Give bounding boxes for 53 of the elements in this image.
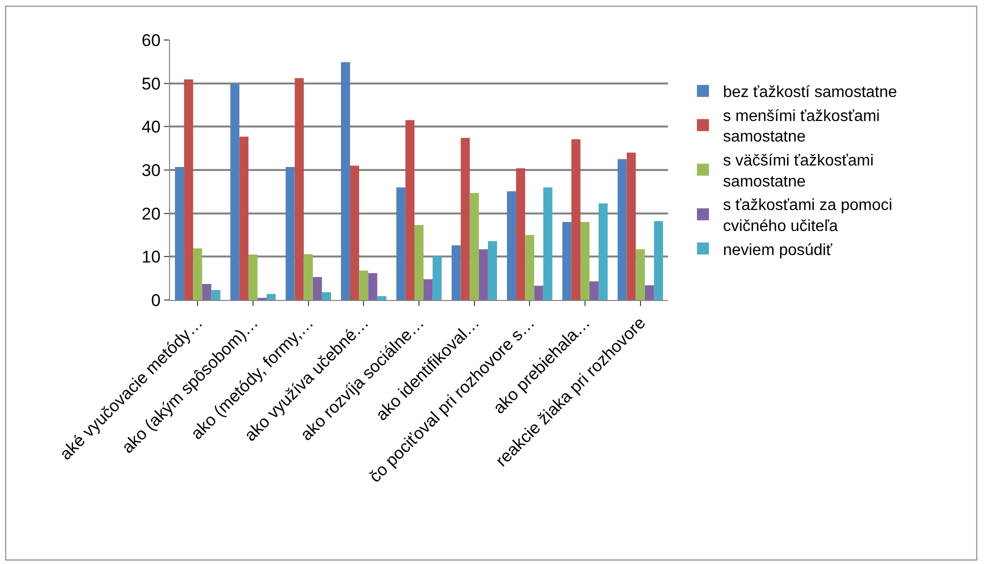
bar — [470, 192, 479, 300]
bar — [478, 249, 488, 300]
bar — [636, 249, 645, 300]
bar — [312, 277, 322, 300]
y-tick-label: 40 — [142, 118, 161, 137]
bar — [580, 222, 590, 300]
bar — [626, 152, 636, 300]
bar — [571, 139, 580, 300]
bar — [266, 294, 276, 300]
bar — [211, 290, 220, 300]
y-tick-label: 30 — [142, 160, 161, 180]
y-tick-label: 10 — [142, 248, 161, 267]
bar — [488, 241, 498, 300]
bar — [174, 166, 184, 300]
bar — [598, 203, 608, 300]
legend-label: neviem posúdiť — [722, 242, 834, 259]
bar — [534, 286, 544, 300]
bar — [506, 191, 516, 300]
bar — [368, 273, 378, 300]
bar — [184, 79, 194, 300]
bar — [452, 245, 461, 300]
bar — [294, 78, 304, 300]
bar — [414, 225, 424, 300]
bar — [286, 166, 295, 300]
bar — [424, 279, 433, 300]
y-tick-label: 20 — [142, 204, 161, 224]
bar — [644, 285, 654, 300]
bar — [525, 235, 534, 300]
bar — [654, 221, 664, 300]
bar — [239, 136, 248, 300]
y-tick-label: 50 — [142, 74, 161, 94]
bar — [377, 296, 386, 300]
bar — [248, 254, 258, 300]
bar — [460, 138, 470, 300]
bar — [543, 187, 552, 300]
bar — [618, 159, 627, 300]
bar — [304, 254, 313, 300]
legend-label: bez ťažkostí samostatne — [722, 84, 898, 102]
bar — [562, 222, 572, 300]
bar — [350, 166, 360, 300]
bar — [396, 187, 406, 300]
bar — [432, 256, 442, 300]
bar — [516, 168, 526, 300]
bar — [359, 270, 368, 300]
bar — [590, 281, 599, 300]
bar — [405, 120, 414, 300]
bar — [340, 62, 350, 300]
bar — [193, 248, 202, 300]
bar — [202, 284, 212, 300]
y-tick-label: 0 — [151, 290, 161, 310]
bar — [230, 84, 240, 300]
y-tick-label: 60 — [142, 30, 161, 50]
bar — [322, 292, 332, 300]
